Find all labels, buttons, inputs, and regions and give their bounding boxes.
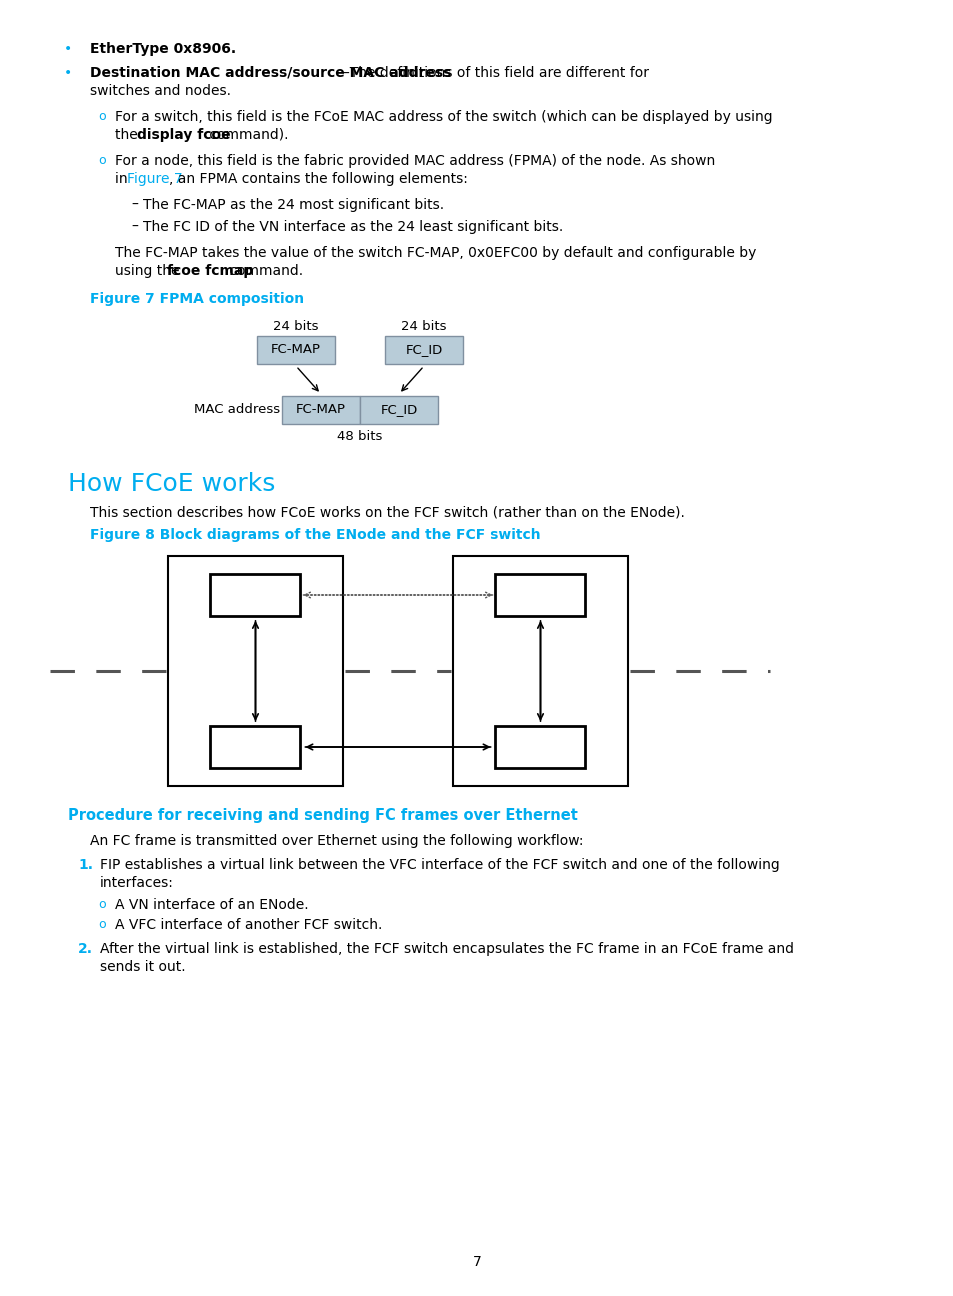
Text: The FC ID of the VN interface as the 24 least significant bits.: The FC ID of the VN interface as the 24 …	[143, 220, 562, 235]
Text: 7: 7	[472, 1255, 481, 1269]
Text: Figure 7: Figure 7	[127, 172, 182, 187]
Text: Destination MAC address/source MAC address: Destination MAC address/source MAC addre…	[90, 66, 451, 80]
Text: o: o	[98, 898, 106, 911]
Text: EtherType 0x8906.: EtherType 0x8906.	[90, 41, 236, 56]
Text: After the virtual link is established, the FCF switch encapsulates the FC frame : After the virtual link is established, t…	[100, 942, 793, 956]
Text: sends it out.: sends it out.	[100, 960, 186, 975]
Bar	[168, 556, 343, 785]
Text: 2.: 2.	[78, 942, 92, 956]
Text: The FC-MAP takes the value of the switch FC-MAP, 0x0EFC00 by default and configu: The FC-MAP takes the value of the switch…	[115, 246, 756, 260]
Text: 1.: 1.	[78, 858, 92, 872]
Bar	[453, 556, 627, 785]
Text: –: –	[131, 198, 138, 213]
Text: 48 bits: 48 bits	[337, 430, 382, 443]
Bar	[211, 574, 300, 616]
Text: Figure 7 FPMA composition: Figure 7 FPMA composition	[90, 292, 304, 306]
Text: o: o	[98, 110, 106, 123]
Bar	[385, 336, 462, 364]
Text: o: o	[98, 154, 106, 167]
Text: Figure 8 Block diagrams of the ENode and the FCF switch: Figure 8 Block diagrams of the ENode and…	[90, 527, 540, 542]
Text: —The definitions of this field are different for: —The definitions of this field are diffe…	[335, 66, 648, 80]
Text: command).: command).	[205, 128, 288, 143]
Bar	[495, 574, 585, 616]
Text: switches and nodes.: switches and nodes.	[90, 84, 231, 98]
Text: 24 bits: 24 bits	[401, 320, 446, 333]
Bar	[256, 336, 335, 364]
Text: FC-MAP: FC-MAP	[271, 343, 320, 356]
Text: command.: command.	[225, 264, 303, 279]
Text: MAC address: MAC address	[193, 403, 280, 416]
Text: –: –	[131, 220, 138, 235]
Text: 24 bits: 24 bits	[273, 320, 318, 333]
Text: A VN interface of an ENode.: A VN interface of an ENode.	[115, 898, 309, 912]
Text: Procedure for receiving and sending FC frames over Ethernet: Procedure for receiving and sending FC f…	[68, 807, 578, 823]
Text: FIP establishes a virtual link between the VFC interface of the FCF switch and o: FIP establishes a virtual link between t…	[100, 858, 779, 872]
Text: o: o	[98, 918, 106, 931]
Text: •: •	[64, 41, 72, 56]
Text: The FC-MAP as the 24 most significant bits.: The FC-MAP as the 24 most significant bi…	[143, 198, 444, 213]
Bar	[282, 397, 359, 424]
Text: For a switch, this field is the FCoE MAC address of the switch (which can be dis: For a switch, this field is the FCoE MAC…	[115, 110, 772, 124]
Bar	[495, 726, 585, 769]
Text: FC_ID: FC_ID	[380, 403, 417, 416]
Text: fcoe fcmap: fcoe fcmap	[167, 264, 253, 279]
Text: An FC frame is transmitted over Ethernet using the following workflow:: An FC frame is transmitted over Ethernet…	[90, 835, 583, 848]
Text: A VFC interface of another FCF switch.: A VFC interface of another FCF switch.	[115, 918, 382, 932]
Text: •: •	[64, 66, 72, 80]
Text: display fcoe: display fcoe	[137, 128, 231, 143]
Text: the: the	[115, 128, 142, 143]
Text: using the: using the	[115, 264, 184, 279]
Text: interfaces:: interfaces:	[100, 876, 173, 890]
Text: in: in	[115, 172, 132, 187]
Text: FC-MAP: FC-MAP	[295, 403, 346, 416]
Bar	[211, 726, 300, 769]
Text: This section describes how FCoE works on the FCF switch (rather than on the ENod: This section describes how FCoE works on…	[90, 505, 684, 520]
Text: , an FPMA contains the following elements:: , an FPMA contains the following element…	[169, 172, 467, 187]
Text: How FCoE works: How FCoE works	[68, 472, 275, 496]
Bar	[359, 397, 437, 424]
Text: For a node, this field is the fabric provided MAC address (FPMA) of the node. As: For a node, this field is the fabric pro…	[115, 154, 715, 168]
Text: FC_ID: FC_ID	[405, 343, 442, 356]
